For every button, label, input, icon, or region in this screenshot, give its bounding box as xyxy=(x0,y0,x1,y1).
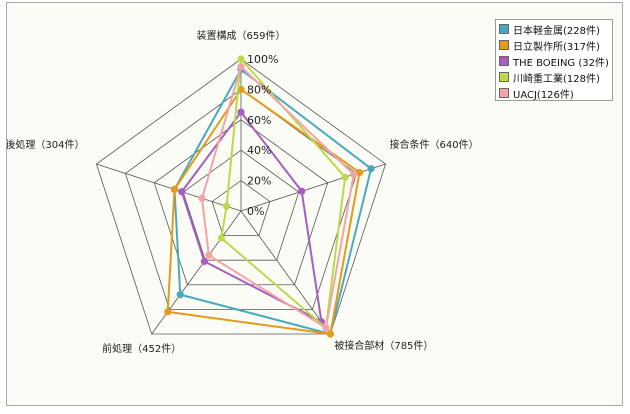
chart-frame: 0% 20% 40% 60% 80% 100% 装置構成（659件） 接合条件（640件） 被接… xyxy=(6,2,623,406)
data-point xyxy=(164,308,171,315)
axis-label: 被接合部材（785件） xyxy=(334,339,433,352)
tick-label: 20% xyxy=(247,175,271,188)
grid-spoke xyxy=(96,164,241,211)
legend-swatch xyxy=(499,88,509,98)
axis-label: 接合条件（640件） xyxy=(390,138,479,151)
legend-label: 日本軽金属(228件) xyxy=(513,22,600,37)
tick-label: 100% xyxy=(247,53,278,66)
legend-item: THE BOEING (32件) xyxy=(499,53,609,69)
axis-label: 後処理（304件） xyxy=(7,138,84,151)
series-line xyxy=(221,59,345,328)
data-point xyxy=(171,186,178,193)
legend-label: 川崎重工業(128件) xyxy=(513,70,600,85)
axis-label: 前処理（452件） xyxy=(102,342,181,355)
legend: 日本軽金属(228件) 日立製作所(317件) THE BOEING (32件)… xyxy=(495,19,613,101)
legend-swatch xyxy=(499,24,509,34)
data-point xyxy=(237,55,244,62)
data-point xyxy=(350,171,357,178)
legend-item: UACJ(126件) xyxy=(499,85,609,101)
legend-label: UACJ(126件) xyxy=(513,86,574,101)
grid-spoke xyxy=(241,211,330,334)
tick-label: 80% xyxy=(247,83,271,96)
data-point xyxy=(368,165,375,172)
legend-swatch xyxy=(499,40,509,50)
data-point xyxy=(327,330,334,337)
data-point xyxy=(237,63,244,70)
legend-label: 日立製作所(317件) xyxy=(513,38,600,53)
legend-item: 川崎重工業(128件) xyxy=(499,69,609,85)
tick-label: 40% xyxy=(247,144,271,157)
axis-label: 装置構成（659件） xyxy=(196,29,285,42)
legend-swatch xyxy=(499,72,509,82)
tick-label: 0% xyxy=(247,205,264,218)
data-point xyxy=(218,234,225,241)
data-point xyxy=(177,291,184,298)
legend-item: 日立製作所(317件) xyxy=(499,37,609,53)
legend-label: THE BOEING (32件) xyxy=(513,54,609,69)
legend-item: 日本軽金属(228件) xyxy=(499,21,609,37)
data-point xyxy=(223,203,230,210)
data-point xyxy=(322,324,329,331)
data-point xyxy=(237,109,244,116)
data-point xyxy=(205,252,212,259)
data-point xyxy=(341,174,348,181)
data-point xyxy=(201,258,208,265)
legend-swatch xyxy=(499,56,509,66)
data-point xyxy=(298,188,305,195)
data-point xyxy=(198,195,205,202)
tick-label: 60% xyxy=(247,114,271,127)
data-point xyxy=(178,188,185,195)
